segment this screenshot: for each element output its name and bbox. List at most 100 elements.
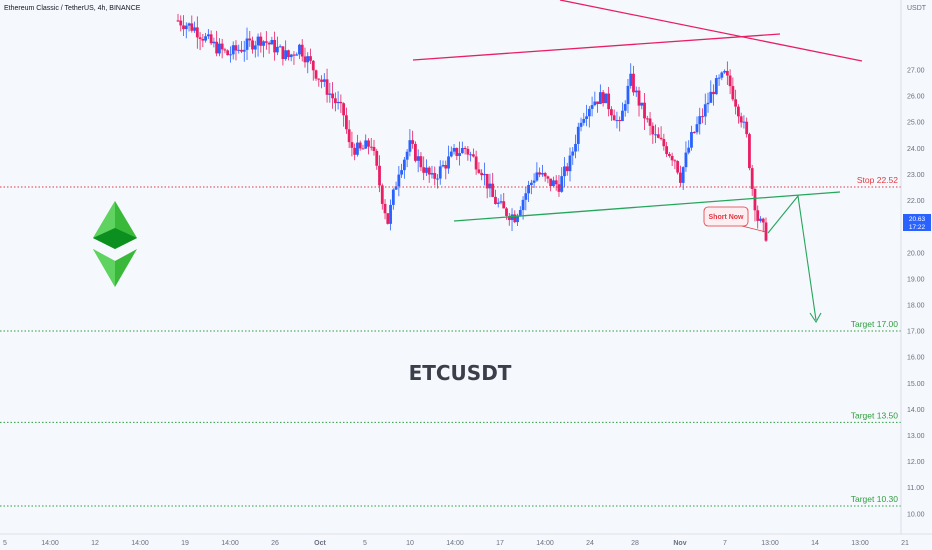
x-tick-label: 28	[631, 540, 639, 547]
candle	[405, 149, 409, 168]
axis-unit: USDT	[907, 5, 927, 12]
candle	[275, 36, 279, 56]
candle	[709, 80, 713, 103]
candle	[314, 69, 318, 81]
support-trendline	[453, 191, 841, 222]
candle	[317, 78, 321, 87]
candle	[220, 38, 224, 59]
x-tick-label: Oct	[314, 540, 326, 547]
candle	[444, 160, 448, 180]
candle	[311, 59, 315, 81]
candle	[460, 141, 464, 154]
candle	[251, 36, 254, 54]
candle	[270, 36, 274, 45]
candle	[389, 199, 392, 231]
candle	[618, 116, 622, 132]
candle	[212, 37, 216, 48]
candle	[656, 127, 660, 139]
x-tick-label: 26	[271, 540, 279, 547]
y-tick-label: 25.00	[907, 120, 925, 127]
candle	[287, 49, 290, 61]
ethereum-classic-logo-icon	[93, 201, 137, 287]
x-tick-label: 13:00	[761, 540, 779, 547]
candle	[209, 30, 213, 46]
candle	[201, 34, 205, 48]
candle	[347, 120, 351, 149]
candle	[380, 183, 384, 210]
candle	[369, 137, 373, 151]
y-tick-label: 17.00	[907, 329, 925, 336]
candle	[518, 206, 522, 217]
current-price-value: 20.63	[909, 216, 926, 223]
candle	[303, 47, 307, 68]
candle	[455, 147, 459, 161]
short-now-label: Short Now	[709, 214, 745, 221]
candle	[298, 43, 301, 60]
candle	[425, 159, 428, 177]
candle	[256, 33, 260, 57]
candle	[229, 46, 232, 63]
candle	[344, 107, 348, 134]
candle	[458, 141, 461, 166]
candle	[411, 130, 415, 149]
candle	[193, 21, 196, 33]
candle	[342, 102, 346, 127]
candle	[717, 74, 721, 86]
y-tick-label: 27.00	[907, 68, 925, 75]
y-tick-label: 10.00	[907, 511, 925, 518]
candle	[590, 96, 594, 117]
candle	[612, 109, 616, 121]
candle	[640, 102, 644, 110]
candle	[596, 101, 600, 113]
candle	[731, 77, 735, 102]
candle	[447, 145, 450, 174]
short-now-callout: Short Now	[703, 206, 767, 233]
projection-path	[767, 194, 817, 321]
x-tick-label: Nov	[673, 540, 686, 547]
candle	[364, 134, 368, 150]
candle	[394, 181, 398, 190]
candle	[195, 16, 199, 49]
candle	[367, 138, 370, 155]
candle	[237, 44, 241, 54]
candle	[745, 117, 749, 138]
candle	[742, 115, 746, 129]
candle	[701, 108, 704, 124]
time-axis-ticks: 5 14:00 12 14:00 19 14:00 26 Oct 5 10 14:00 17 14:00…	[3, 540, 909, 547]
candle	[557, 175, 561, 197]
y-tick-label: 24.00	[907, 146, 925, 153]
y-tick-label: 16.00	[907, 355, 925, 362]
candle	[720, 71, 724, 81]
candle	[554, 175, 558, 191]
candle	[723, 69, 726, 74]
candle	[579, 117, 583, 132]
candle	[416, 149, 420, 173]
candle	[728, 69, 732, 95]
candle	[601, 90, 605, 107]
candle	[262, 40, 265, 58]
candle	[480, 169, 484, 181]
candle	[753, 186, 757, 222]
candle	[306, 52, 310, 74]
candle	[383, 199, 387, 220]
candle	[361, 144, 365, 150]
x-tick-label: 14:00	[221, 540, 239, 547]
x-tick-label: 14:00	[41, 540, 59, 547]
candle	[494, 189, 497, 205]
candle	[629, 63, 633, 89]
candle	[190, 15, 194, 33]
x-tick-label: 14:00	[446, 540, 464, 547]
candle	[610, 106, 613, 121]
resistance-trendline	[412, 33, 781, 61]
candle	[378, 155, 381, 193]
candle	[223, 47, 227, 54]
candle	[598, 84, 602, 105]
y-tick-label: 19.00	[907, 276, 925, 283]
x-tick-label: 10	[406, 540, 414, 547]
x-tick-label: 14:00	[536, 540, 554, 547]
candle	[331, 82, 334, 109]
candle	[278, 44, 282, 48]
candle	[309, 48, 312, 64]
y-tick-label: 18.00	[907, 302, 925, 309]
candle	[231, 41, 235, 60]
